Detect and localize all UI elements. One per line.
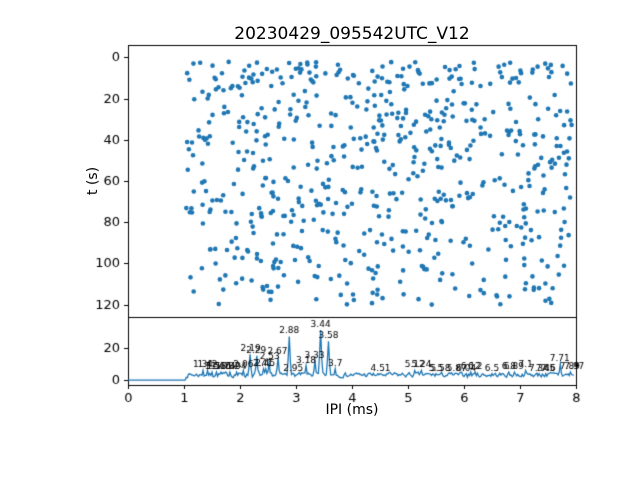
y-axis-label: t (s) — [85, 166, 101, 196]
x-axis-label: IPI (ms) — [325, 402, 379, 418]
chart-title: 20230429_095542UTC_V12 — [234, 24, 470, 44]
